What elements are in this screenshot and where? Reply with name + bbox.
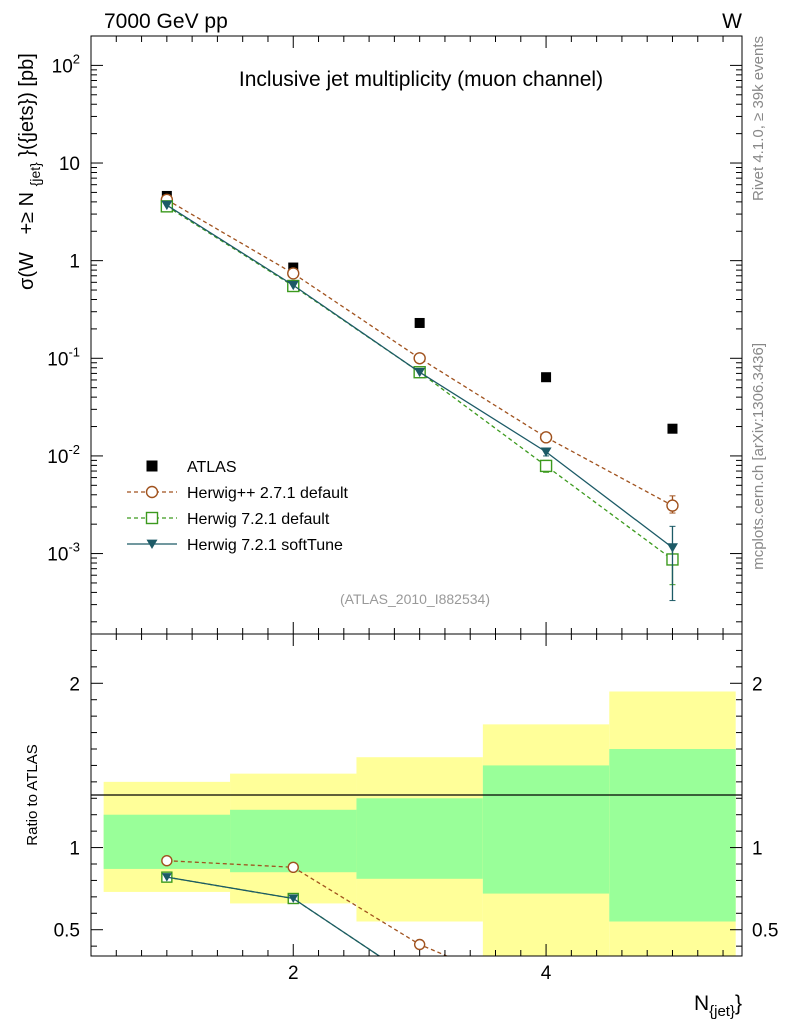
series-3 (161, 200, 678, 602)
mcplots-label: mcplots.cern.ch [arXiv:1306.3436] (750, 343, 767, 570)
ratio-ytick-label-right: 1 (752, 839, 763, 860)
marker-square (146, 460, 158, 472)
ytick-label: 1 (69, 252, 80, 273)
rivet-label: Rivet 4.1.0, ≥ 39k events (750, 36, 767, 201)
marker-triangle (161, 873, 172, 882)
xlabel-main: N (694, 992, 709, 1015)
marker-square (414, 317, 425, 328)
ytick-label: 10 (59, 154, 80, 175)
marker-square (541, 372, 552, 383)
xtick-label: 4 (541, 963, 552, 984)
xtick-label: 2 (288, 963, 299, 984)
main-ytick-labels: 10-3 10-2 10-1 1 10 102 (47, 51, 80, 565)
ratio-ytick-label-right: 2 (752, 674, 763, 695)
marker-circle (413, 938, 426, 951)
band-inner (356, 798, 483, 879)
marker-circle (161, 855, 173, 867)
analysis-label: (ATLAS_2010_I882534) (340, 591, 490, 607)
ylabel-part1: σ(W (16, 252, 38, 290)
marker-circle (287, 267, 300, 280)
xlabel-sub: {jet} (709, 1003, 735, 1020)
ratio-bands (103, 691, 736, 956)
marker-triangle (287, 280, 299, 291)
ratio-panel: 0.5 0.5 1 1 2 2 2 4 Ratio to ATLAS (24, 633, 779, 984)
ylabel-part3: }({jets}) [pb] (16, 53, 38, 156)
ylabel-sub: {jet} (27, 162, 43, 186)
main-series (160, 190, 679, 602)
marker-circle (539, 431, 553, 444)
header-left: 7000 GeV pp (104, 10, 228, 33)
ytick-label: 102 (52, 51, 80, 77)
svg-text:σ(W +≥ N {jet}: σ(W +≥ N {jet} }({jets}) [pb] (16, 53, 45, 290)
main-ylabel: σ(W +≥ N {jet} }({jets}) [pb] (16, 53, 45, 290)
main-panel: Inclusive jet multiplicity (muon channel… (16, 35, 743, 635)
marker-triangle (146, 539, 158, 549)
main-axis-ticks (91, 35, 742, 634)
x-axis-label: N{jet}} (694, 992, 742, 1020)
marker-circle (413, 352, 426, 365)
ratio-series-2 (161, 873, 381, 956)
legend-label: Herwig 7.2.1 softTune (187, 537, 343, 554)
marker-triangle (540, 447, 552, 457)
marker-triangle (161, 200, 173, 211)
ytick-label: 10-1 (47, 344, 80, 370)
ytick-label: 10-2 (47, 442, 80, 468)
legend-label: Herwig 7.2.1 default (187, 511, 330, 528)
main-title: Inclusive jet multiplicity (muon channel… (239, 68, 603, 91)
marker-open-square (145, 511, 159, 525)
band-inner (482, 765, 610, 894)
ratio-ylabel: Ratio to ATLAS (24, 744, 41, 845)
xlabel-close: } (735, 992, 742, 1015)
ratio-ytick-label-left: 1 (69, 839, 80, 860)
ratio-ytick-label-left: 2 (69, 674, 80, 695)
legend-entry: Herwig++ 2.7.1 default (127, 485, 349, 502)
ratio-ytick-label-left: 0.5 (54, 921, 80, 942)
ratio-axis-ticks (91, 634, 742, 956)
series-line (166, 205, 673, 560)
marker-circle (666, 499, 679, 512)
legend-entry: ATLAS (146, 459, 237, 476)
series-1 (160, 193, 679, 514)
ratio-tick-labels: 0.5 0.5 1 1 2 2 2 4 (54, 674, 779, 984)
legend-entry: Herwig 7.2.1 softTune (127, 537, 343, 554)
marker-triangle (288, 894, 299, 903)
svg-text:N{jet}}: N{jet}} (694, 992, 742, 1020)
marker-open-square (539, 459, 553, 473)
legend-label: ATLAS (187, 459, 237, 476)
ylabel-part2: +≥ N (16, 192, 38, 235)
legend-entry: Herwig 7.2.1 default (127, 511, 330, 528)
marker-circle (287, 861, 299, 873)
legend: ATLAS Herwig++ 2.7.1 default Herwig 7.2.1 … (127, 459, 349, 554)
band-inner (609, 749, 736, 922)
legend-label: Herwig++ 2.7.1 default (187, 485, 349, 502)
marker-circle (145, 485, 159, 499)
ytick-label: 10-3 (47, 540, 80, 566)
marker-square (667, 423, 678, 434)
marker-triangle (414, 367, 426, 378)
series-0 (161, 190, 678, 434)
marker-triangle (666, 543, 678, 553)
ratio-ytick-label-right: 0.5 (752, 921, 778, 942)
ratio-frame (90, 633, 743, 957)
header-right: W (722, 10, 742, 33)
